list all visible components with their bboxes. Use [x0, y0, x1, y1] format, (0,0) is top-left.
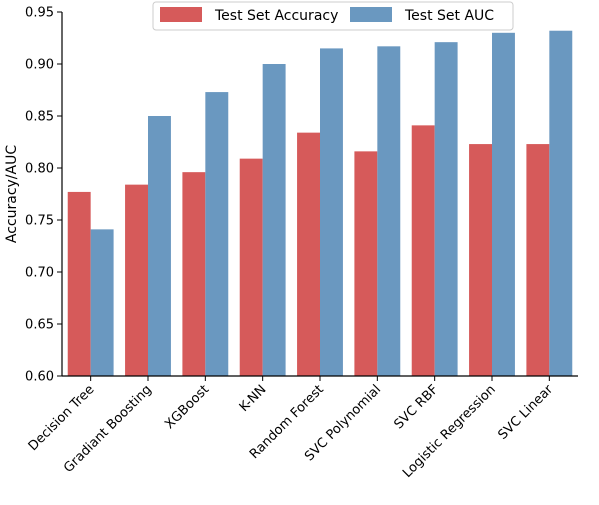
y-tick-label-5: 0.85 [25, 110, 54, 125]
y-tick-label-0: 0.60 [25, 370, 54, 385]
bar-accuracy-7 [469, 144, 492, 376]
y-ticks-layer: 0.60 0.65 0.70 0.75 0.80 0.85 0.90 0.95 [25, 6, 62, 385]
y-tick-label-7: 0.95 [25, 6, 54, 21]
bar-auc-0 [90, 229, 114, 376]
bar-accuracy-4 [297, 132, 320, 376]
legend-swatch-accuracy [160, 7, 202, 22]
x-tick-label-6: SVC RBF [391, 382, 441, 432]
bars-layer [67, 30, 573, 377]
legend-swatch-auc [350, 7, 392, 22]
bar-auc-4 [320, 48, 343, 377]
bar-auc-3 [262, 64, 286, 376]
y-tick-label-2: 0.70 [25, 266, 54, 281]
x-tick-label-3: K-NN [237, 382, 270, 415]
bar-auc-7 [492, 32, 515, 377]
y-axis-label: Accuracy/AUC [4, 145, 20, 243]
bar-accuracy-8 [526, 144, 550, 376]
bar-auc-6 [434, 42, 458, 376]
bar-auc-8 [549, 30, 573, 376]
legend: Test Set Accuracy Test Set AUC [152, 1, 514, 31]
bar-accuracy-3 [239, 158, 263, 376]
y-tick-label-1: 0.65 [25, 318, 54, 333]
y-tick-label-3: 0.75 [25, 214, 54, 229]
bar-accuracy-0 [67, 191, 91, 376]
bar-auc-2 [205, 92, 229, 376]
bar-accuracy-6 [411, 125, 435, 376]
legend-box [152, 1, 514, 31]
bar-accuracy-2 [182, 172, 206, 376]
y-tick-label-4: 0.80 [25, 162, 54, 177]
y-tick-label-6: 0.90 [25, 58, 54, 73]
legend-label-accuracy: Test Set Accuracy [214, 8, 338, 24]
x-tick-label-2: XGBoost [162, 382, 212, 432]
bar-accuracy-5 [354, 151, 378, 376]
x-tick-label-8: SVC Linear [496, 382, 557, 443]
bar-auc-1 [148, 116, 171, 376]
legend-label-auc: Test Set AUC [404, 8, 494, 24]
bar-accuracy-1 [125, 184, 148, 376]
bar-auc-5 [377, 46, 401, 376]
